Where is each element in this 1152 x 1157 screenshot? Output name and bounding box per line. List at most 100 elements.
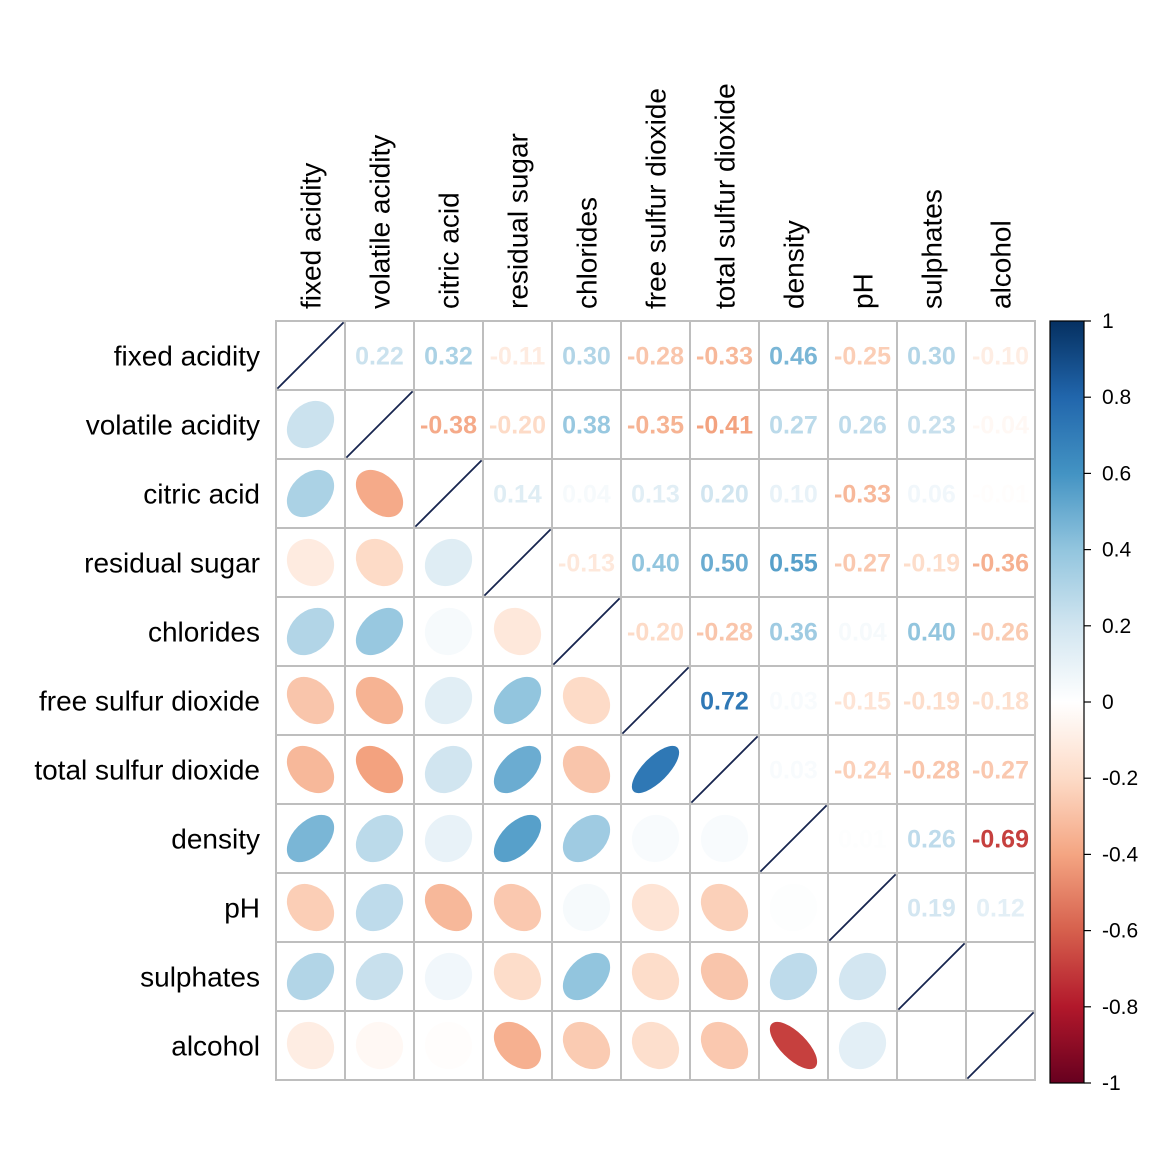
row-label-volatile-acidity: volatile acidity [86, 410, 260, 441]
correlation-value: 0.04 [562, 481, 611, 509]
colorbar-tick-label: 0.6 [1102, 462, 1131, 485]
correlation-ellipse [631, 1021, 680, 1070]
column-label-citric-acid: citric acid [434, 192, 465, 309]
diagonal-line [828, 873, 897, 942]
correlation-ellipse [286, 607, 335, 656]
correlation-ellipse [355, 538, 404, 587]
correlation-value: 0.03 [769, 757, 818, 785]
correlation-value: 0.23 [907, 412, 956, 440]
correlation-ellipse [562, 952, 611, 1001]
correlation-value: -0.04 [972, 412, 1029, 440]
correlation-ellipse [493, 952, 542, 1001]
column-label-free-sulfur-dioxide: free sulfur dioxide [641, 88, 672, 309]
correlation-ellipse [631, 952, 680, 1001]
colorbar-tick-label: -1 [1102, 1072, 1121, 1095]
grid-cell [620, 389, 691, 460]
row-label-total-sulfur-dioxide: total sulfur dioxide [34, 755, 260, 786]
column-label-total-sulfur-dioxide: total sulfur dioxide [710, 83, 741, 309]
grid-cell [896, 734, 967, 805]
correlation-ellipse [769, 883, 818, 932]
row-label-sulphates: sulphates [140, 962, 260, 993]
correlation-value: 0.30 [562, 343, 611, 371]
grid-cell [827, 527, 898, 598]
grid-cell [965, 458, 1036, 529]
grid-cell [827, 389, 898, 460]
colorbar-tick-label: -0.8 [1102, 996, 1138, 1019]
correlation-value: -0.19 [903, 550, 960, 578]
correlation-value: 0.55 [769, 550, 818, 578]
row-label-pH: pH [224, 893, 260, 924]
colorbar-tick-label: 1 [1102, 310, 1114, 333]
grid-cell [827, 458, 898, 529]
correlation-value: -0.18 [972, 688, 1029, 716]
colorbar-tick-label: 0 [1102, 691, 1114, 714]
grid-cell [344, 320, 415, 391]
column-label-chlorides: chlorides [572, 197, 603, 309]
correlation-ellipse [769, 1021, 818, 1070]
grid-cell [965, 872, 1036, 943]
correlation-ellipse [286, 400, 335, 449]
colorbar-tick-label: -0.2 [1102, 767, 1138, 790]
correlation-value: 0.03 [769, 688, 818, 716]
correlation-value: 0.04 [838, 619, 887, 647]
correlation-value: -0.33 [834, 481, 891, 509]
correlation-ellipse [562, 814, 611, 863]
grid-cell [827, 596, 898, 667]
correlation-ellipse [286, 469, 335, 518]
correlation-ellipse [424, 952, 473, 1001]
column-label-pH: pH [848, 273, 879, 309]
correlation-ellipse [286, 883, 335, 932]
colorbar-tick-label: -0.6 [1102, 920, 1138, 943]
colorbar-tick-label: 0.2 [1102, 615, 1131, 638]
grid-cell [413, 389, 484, 460]
diagonal-line [414, 459, 483, 528]
correlation-value: 0.26 [838, 412, 887, 440]
correlation-value: -0.24 [834, 757, 891, 785]
grid-cell [689, 596, 760, 667]
grid-cell [896, 389, 967, 460]
column-label-alcohol: alcohol [986, 220, 1017, 309]
column-label-sulphates: sulphates [917, 189, 948, 309]
correlation-ellipse [700, 1021, 749, 1070]
correlation-value: 0.01 [838, 826, 887, 854]
correlation-value: 0.20 [700, 481, 749, 509]
grid-cell [689, 458, 760, 529]
correlation-value: -0.20 [627, 619, 684, 647]
diagonal-line [966, 1011, 1035, 1080]
diagonal-line [621, 666, 690, 735]
correlation-value: -0.69 [972, 826, 1029, 854]
grid-cell [965, 941, 1036, 1012]
diagonal-line [345, 390, 414, 459]
correlation-ellipse [769, 952, 818, 1001]
grid-cell [965, 596, 1036, 667]
colorbar-tick-label: 0.4 [1102, 539, 1132, 562]
correlation-ellipse [286, 952, 335, 1001]
grid-cell [689, 389, 760, 460]
grid-cell [758, 320, 829, 391]
correlation-ellipse [424, 1021, 473, 1070]
correlation-value: -0.28 [627, 343, 684, 371]
correlation-value: -0.11 [490, 343, 546, 371]
correlation-value: -0.36 [972, 550, 1029, 578]
correlation-value: -0.28 [903, 757, 960, 785]
correlation-value: -0.01 [972, 481, 1029, 509]
grid-cell [551, 389, 622, 460]
correlation-value: 0.38 [562, 412, 611, 440]
correlation-value: -0.26 [972, 619, 1029, 647]
correlation-ellipse [424, 676, 473, 725]
grid-cell [758, 734, 829, 805]
correlation-value: -0.28 [696, 619, 753, 647]
correlation-ellipse [562, 1021, 611, 1070]
correlation-ellipse [424, 607, 473, 656]
grid-cell [965, 320, 1036, 391]
correlation-ellipse [493, 607, 542, 656]
correlation-ellipse [355, 745, 404, 794]
correlation-ellipse [355, 607, 404, 656]
correlation-value: 0.40 [907, 619, 956, 647]
grid-cell [896, 320, 967, 391]
correlation-ellipse [700, 814, 749, 863]
grid-cell [620, 596, 691, 667]
correlation-ellipse [493, 1021, 542, 1070]
correlation-ellipse [355, 952, 404, 1001]
